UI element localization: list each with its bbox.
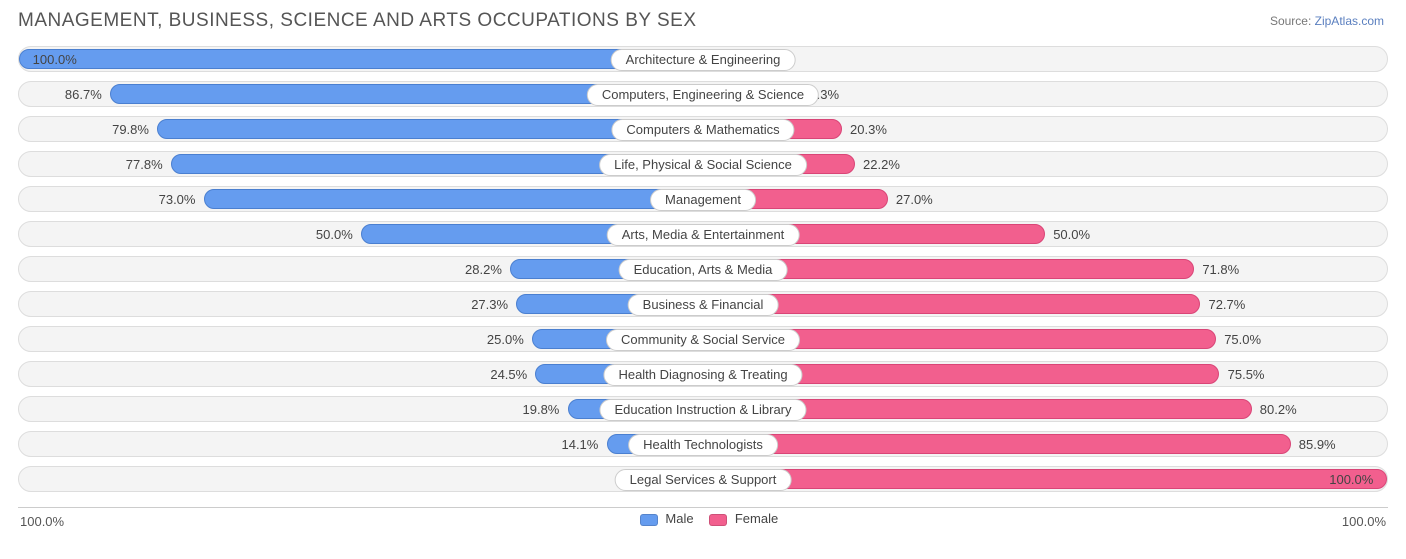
legend: Male Female (18, 511, 1388, 526)
female-bar (703, 469, 1387, 489)
female-value-label: 20.3% (850, 117, 887, 143)
male-bar (19, 49, 703, 69)
male-value-label: 86.7% (65, 82, 102, 108)
female-value-label: 100.0% (1329, 467, 1373, 493)
category-label: Computers, Engineering & Science (587, 84, 819, 106)
male-value-label: 25.0% (487, 327, 524, 353)
bar-row: 14.1% 85.9% Health Technologists (18, 431, 1388, 457)
category-label: Management (650, 189, 756, 211)
male-value-label: 19.8% (523, 397, 560, 423)
category-label: Community & Social Service (606, 329, 800, 351)
male-value-label: 27.3% (471, 292, 508, 318)
male-value-label: 14.1% (561, 432, 598, 458)
male-value-label: 73.0% (159, 187, 196, 213)
female-swatch (709, 514, 727, 526)
category-label: Business & Financial (628, 294, 779, 316)
source-label: Source: (1270, 14, 1311, 28)
male-bar (204, 189, 703, 209)
bar-row: 77.8% 22.2% Life, Physical & Social Scienc… (18, 151, 1388, 177)
category-label: Life, Physical & Social Science (599, 154, 807, 176)
female-value-label: 71.8% (1202, 257, 1239, 283)
female-value-label: 27.0% (896, 187, 933, 213)
category-label: Health Technologists (628, 434, 778, 456)
male-value-label: 28.2% (465, 257, 502, 283)
bar-row: 50.0% 50.0% Arts, Media & Entertainment (18, 221, 1388, 247)
male-value-label: 50.0% (316, 222, 353, 248)
bar-row: 73.0% 27.0% Management (18, 186, 1388, 212)
bar-row: 24.5% 75.5% Health Diagnosing & Treating (18, 361, 1388, 387)
legend-female-label: Female (735, 511, 778, 526)
bar-row: 28.2% 71.8% Education, Arts & Media (18, 256, 1388, 282)
bar-row: 25.0% 75.0% Community & Social Service (18, 326, 1388, 352)
female-value-label: 80.2% (1260, 397, 1297, 423)
bar-row: 19.8% 80.2% Education Instruction & Librar… (18, 396, 1388, 422)
category-label: Arts, Media & Entertainment (607, 224, 800, 246)
female-value-label: 50.0% (1053, 222, 1090, 248)
source-attribution: Source: ZipAtlas.com (1270, 14, 1384, 28)
male-value-label: 77.8% (126, 152, 163, 178)
source-value: ZipAtlas.com (1315, 14, 1384, 28)
male-swatch (640, 514, 658, 526)
bar-row: 27.3% 72.7% Business & Financial (18, 291, 1388, 317)
female-value-label: 72.7% (1208, 292, 1245, 318)
chart-title: MANAGEMENT, BUSINESS, SCIENCE AND ARTS O… (18, 10, 1388, 32)
male-value-label: 100.0% (33, 47, 77, 73)
category-label: Computers & Mathematics (611, 119, 794, 141)
male-value-label: 24.5% (490, 362, 527, 388)
female-value-label: 22.2% (863, 152, 900, 178)
female-value-label: 85.9% (1299, 432, 1336, 458)
female-value-label: 75.5% (1228, 362, 1265, 388)
category-label: Legal Services & Support (615, 469, 792, 491)
female-bar (703, 434, 1291, 454)
category-label: Health Diagnosing & Treating (603, 364, 802, 386)
category-label: Education, Arts & Media (619, 259, 788, 281)
axis-right-label: 100.0% (1342, 514, 1386, 529)
category-label: Education Instruction & Library (599, 399, 806, 421)
axis-left-label: 100.0% (20, 514, 64, 529)
bar-row: 0.0%100.0%Legal Services & Support (18, 466, 1388, 492)
legend-male-label: Male (665, 511, 693, 526)
bar-row: 86.7%13.3%Computers, Engineering & Scien… (18, 81, 1388, 107)
bar-row: 100.0%0.0%Architecture & Engineering (18, 46, 1388, 72)
female-value-label: 75.0% (1224, 327, 1261, 353)
category-label: Architecture & Engineering (611, 49, 796, 71)
diverging-bar-chart: 100.0%0.0%Architecture & Engineering 86.7… (18, 46, 1388, 508)
bar-row: 79.8% 20.3% Computers & Mathematics (18, 116, 1388, 142)
male-value-label: 79.8% (112, 117, 149, 143)
